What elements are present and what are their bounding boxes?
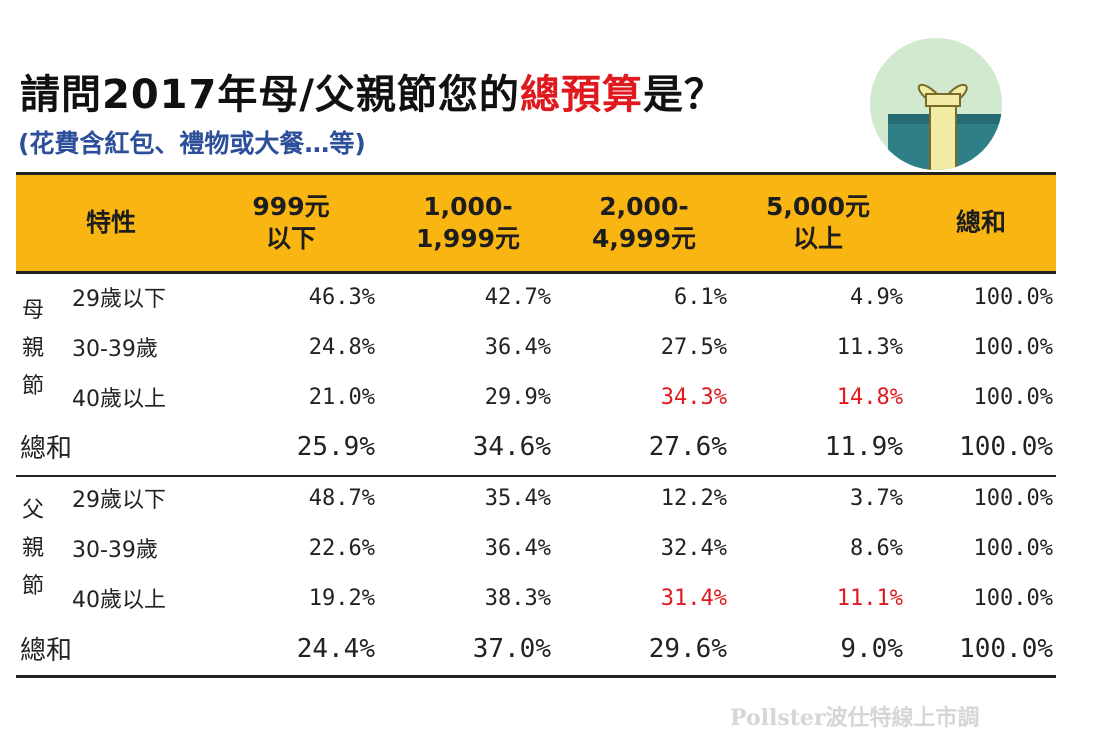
total-label: 總和 bbox=[20, 636, 73, 666]
row-label: 40歲以上 bbox=[72, 588, 166, 613]
table-cell: 3.7% bbox=[850, 486, 903, 511]
total-cell: 9.0% bbox=[840, 634, 903, 664]
total-cell: 11.9% bbox=[824, 432, 903, 462]
total-cell: 100.0% bbox=[959, 634, 1053, 664]
table-cell: 22.6% bbox=[308, 536, 375, 561]
table-cell: 21.0% bbox=[308, 385, 375, 410]
table-cell: 48.7% bbox=[308, 486, 375, 511]
table-cell: 24.8% bbox=[308, 335, 375, 360]
column-header-line1: 2,000- bbox=[599, 192, 689, 221]
table-cell: 100.0% bbox=[973, 586, 1053, 611]
column-header: 特性 bbox=[36, 175, 186, 271]
column-header-line1: 1,000- bbox=[423, 192, 513, 221]
table-cell: 100.0% bbox=[973, 486, 1053, 511]
row-label: 30-39歲 bbox=[72, 337, 158, 362]
table-cell: 19.2% bbox=[308, 586, 375, 611]
table-cell: 11.3% bbox=[836, 335, 903, 360]
total-cell: 100.0% bbox=[959, 432, 1053, 462]
table-cell: 36.4% bbox=[484, 536, 551, 561]
total-cell: 27.6% bbox=[648, 432, 727, 462]
column-header-line2: 4,999元 bbox=[591, 224, 697, 253]
page-title: 請問2017年母/父親節您的總預算是？ bbox=[20, 62, 725, 120]
column-header: 999元以下 bbox=[216, 175, 366, 271]
total-cell: 25.9% bbox=[296, 432, 375, 462]
title-highlight: 總預算 bbox=[519, 72, 643, 118]
row-label: 40歲以上 bbox=[72, 387, 166, 412]
column-header: 總和 bbox=[916, 175, 1046, 271]
table-cell: 11.1% bbox=[836, 586, 903, 611]
table-cell: 8.6% bbox=[850, 536, 903, 561]
table-cell: 14.8% bbox=[836, 385, 903, 410]
table-cell: 100.0% bbox=[973, 285, 1053, 310]
table-header: 特性 999元以下 1,000- 1,999元 2,000- 4,999元 5,00… bbox=[16, 172, 1056, 274]
total-label: 總和 bbox=[20, 434, 73, 464]
column-header-line2: 1,999元 bbox=[415, 224, 521, 253]
table-cell: 35.4% bbox=[484, 486, 551, 511]
column-header: 1,000- 1,999元 bbox=[388, 175, 548, 271]
title-suffix: 是？ bbox=[642, 72, 725, 118]
column-header-line1: 999元 bbox=[252, 192, 330, 221]
column-header-line1: 特性 bbox=[85, 208, 136, 237]
group-divider bbox=[16, 675, 1056, 678]
table-cell: 38.3% bbox=[484, 586, 551, 611]
table-cell: 46.3% bbox=[308, 285, 375, 310]
table-cell: 34.3% bbox=[660, 385, 727, 410]
total-cell: 34.6% bbox=[472, 432, 551, 462]
table-cell: 6.1% bbox=[674, 285, 727, 310]
column-header: 5,000元 以上 bbox=[738, 175, 898, 271]
row-label: 29歲以下 bbox=[72, 488, 166, 513]
table-cell: 100.0% bbox=[973, 335, 1053, 360]
total-cell: 37.0% bbox=[472, 634, 551, 664]
column-header-line1: 5,000元 bbox=[765, 192, 871, 221]
column-header: 2,000- 4,999元 bbox=[564, 175, 724, 271]
table-cell: 100.0% bbox=[973, 385, 1053, 410]
row-label: 29歲以下 bbox=[72, 287, 166, 312]
table-cell: 42.7% bbox=[484, 285, 551, 310]
source-watermark: Pollster波仕特線上市調 bbox=[730, 705, 980, 731]
column-header-line1: 總和 bbox=[955, 208, 1006, 237]
group-label: 母親節 bbox=[22, 298, 45, 399]
table-cell: 31.4% bbox=[660, 586, 727, 611]
table-cell: 4.9% bbox=[850, 285, 903, 310]
title-text: 請問2017年母/父親節您的 bbox=[20, 72, 520, 118]
table-cell: 32.4% bbox=[660, 536, 727, 561]
subtitle: (花費含紅包、禮物或大餐…等) bbox=[18, 129, 366, 158]
column-header-line2: 以下 bbox=[265, 224, 316, 253]
table-cell: 100.0% bbox=[973, 536, 1053, 561]
group-label: 父親節 bbox=[22, 498, 45, 599]
gift-icon bbox=[870, 38, 1002, 170]
row-label: 30-39歲 bbox=[72, 538, 158, 563]
table-cell: 29.9% bbox=[484, 385, 551, 410]
table-cell: 36.4% bbox=[484, 335, 551, 360]
column-header-line2: 以上 bbox=[792, 224, 843, 253]
total-cell: 29.6% bbox=[648, 634, 727, 664]
total-cell: 24.4% bbox=[296, 634, 375, 664]
group-divider bbox=[16, 475, 1056, 477]
table-cell: 27.5% bbox=[660, 335, 727, 360]
table-cell: 12.2% bbox=[660, 486, 727, 511]
